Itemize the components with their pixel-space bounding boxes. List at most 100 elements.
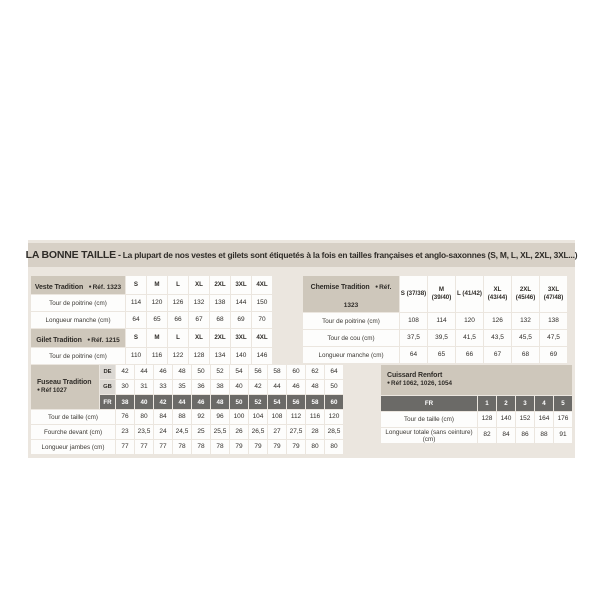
table-ref: Réf. 1215 — [91, 337, 120, 344]
value-cell: 146 — [252, 348, 272, 364]
value-cell: 23,5 — [135, 425, 153, 439]
country-code-badge: GB — [100, 380, 115, 394]
value-cell: 67 — [484, 347, 511, 363]
size-value-cell: 38 — [116, 395, 134, 409]
size-value-cell: 46 — [192, 395, 210, 409]
size-value-cell: 54 — [230, 365, 248, 379]
value-cell: 88 — [535, 428, 553, 443]
value-cell: 120 — [147, 295, 167, 311]
size-value-cell: 48 — [173, 365, 191, 379]
row-label-cell: Tour de taille (cm) — [381, 412, 477, 427]
value-cell: 82 — [478, 428, 496, 443]
value-cell: 116 — [147, 348, 167, 364]
size-value-cell: 56 — [287, 395, 305, 409]
size-header-cell: M (39/40) — [428, 276, 455, 312]
value-cell: 78 — [211, 440, 229, 454]
table-row: Tour de taille (cm) 128 140 152 164 176 — [381, 412, 572, 427]
table-title-cell: Gilet Tradition ●Réf. 1215 — [31, 329, 125, 347]
table-title: Cuissard Renfort — [387, 372, 443, 380]
page-title: LA BONNE TAILLE - La plupart de nos vest… — [26, 243, 578, 267]
veste-table: Veste Tradition ●Réf. 1323 S M L XL 2XL 3XL 4XL… — [30, 275, 273, 329]
size-value-cell: 42 — [116, 365, 134, 379]
value-cell: 84 — [154, 410, 172, 424]
value-cell: 150 — [252, 295, 272, 311]
size-value-cell: 52 — [249, 395, 267, 409]
value-cell: 79 — [268, 440, 286, 454]
value-cell: 77 — [116, 440, 134, 454]
ref-bullet-icon: ● — [387, 380, 391, 387]
value-cell: 120 — [325, 410, 343, 424]
row-label-cell: Tour de cou (cm) — [303, 330, 399, 346]
table-title-cell: Cuissard Renfort ●Réf 1062, 1026, 1054 — [381, 365, 572, 395]
table-title-row: Cuissard Renfort ●Réf 1062, 1026, 1054 — [381, 365, 572, 395]
value-cell: 84 — [497, 428, 515, 443]
size-value-cell: 58 — [268, 365, 286, 379]
row-label-cell: Tour de poitrine (cm) — [31, 295, 125, 311]
size-value-cell: 42 — [154, 395, 172, 409]
value-cell: 66 — [456, 347, 483, 363]
value-cell: 80 — [325, 440, 343, 454]
size-header-cell: 3XL — [231, 329, 251, 347]
size-code-row: Fuseau Tradition ●Réf 1027 DE 42 44 46 48 50 52 5… — [31, 365, 343, 409]
size-header-cell: L — [168, 329, 188, 347]
table-row: Longueur manche (cm) 64 65 66 67 68 69 70 — [31, 312, 272, 328]
table-ref: ●Réf 1062, 1026, 1054 — [387, 380, 452, 388]
size-header-cell: L — [168, 276, 188, 294]
value-cell: 64 — [400, 347, 427, 363]
chemise-table: Chemise Tradition ●Réf. 1323 S (37/38) M (… — [302, 275, 568, 364]
value-cell: 26 — [230, 425, 248, 439]
table-ref: ●Réf 1027 — [37, 387, 67, 395]
size-header-cell: 5 — [554, 396, 572, 411]
value-cell: 25 — [192, 425, 210, 439]
table-row: Tour de poitrine (cm) 110 116 122 128 134 140 1… — [31, 348, 272, 364]
table-title: Veste Tradition — [34, 284, 84, 291]
size-value-cell: 44 — [173, 395, 191, 409]
size-header-row: FR 1 2 3 4 5 — [381, 396, 572, 411]
value-cell: 70 — [252, 312, 272, 328]
value-cell: 79 — [230, 440, 248, 454]
value-cell: 100 — [230, 410, 248, 424]
page-title-separator: - — [117, 250, 121, 260]
size-header-cell: 3 — [516, 396, 534, 411]
value-cell: 134 — [210, 348, 230, 364]
table-title: Fuseau Tradition — [37, 379, 92, 387]
value-cell: 37,5 — [400, 330, 427, 346]
country-code-badge: DE — [100, 365, 115, 379]
size-value-cell: 64 — [325, 365, 343, 379]
table-title-cell: Fuseau Tradition ●Réf 1027 — [31, 365, 99, 409]
ref-bullet-icon: ● — [375, 284, 379, 290]
value-cell: 86 — [516, 428, 534, 443]
table-row: Tour de poitrine (cm) 114 120 126 132 138 144 1… — [31, 295, 272, 311]
country-code-badge: FR — [100, 395, 115, 409]
value-cell: 88 — [173, 410, 191, 424]
size-value-cell: 62 — [306, 365, 324, 379]
size-value-cell: 36 — [192, 380, 210, 394]
size-header-cell: 2XL (45/46) — [512, 276, 539, 312]
row-label-cell: Longueur totale (sans ceinture) (cm) — [381, 428, 477, 443]
size-header-cell: S — [126, 329, 146, 347]
value-cell: 176 — [554, 412, 572, 427]
value-cell: 80 — [306, 440, 324, 454]
value-cell: 114 — [126, 295, 146, 311]
size-value-cell: 42 — [249, 380, 267, 394]
table-row: Tour de poitrine (cm) 108 114 120 126 132 138 — [303, 313, 567, 329]
value-cell: 140 — [497, 412, 515, 427]
size-code-row: FR 38 40 42 44 46 48 50 52 54 56 58 60 — [31, 395, 343, 409]
value-cell: 132 — [512, 313, 539, 329]
size-header-cell: S — [126, 276, 146, 294]
value-cell: 126 — [484, 313, 511, 329]
row-label-cell: Fourche devant (cm) — [31, 425, 115, 439]
table-ref: Réf. 1323 — [92, 284, 122, 291]
page-title-subtitle: La plupart de nos vestes et gilets sont … — [122, 250, 578, 260]
size-value-cell: 46 — [287, 380, 305, 394]
value-cell: 144 — [231, 295, 251, 311]
value-cell: 92 — [192, 410, 210, 424]
size-value-cell: 50 — [192, 365, 210, 379]
size-header-cell: M — [147, 276, 167, 294]
value-cell: 108 — [268, 410, 286, 424]
size-value-cell: 58 — [306, 395, 324, 409]
table-title-cell: Chemise Tradition ●Réf. 1323 — [303, 276, 399, 312]
row-label-cell: Tour de poitrine (cm) — [31, 348, 125, 364]
value-cell: 79 — [287, 440, 305, 454]
